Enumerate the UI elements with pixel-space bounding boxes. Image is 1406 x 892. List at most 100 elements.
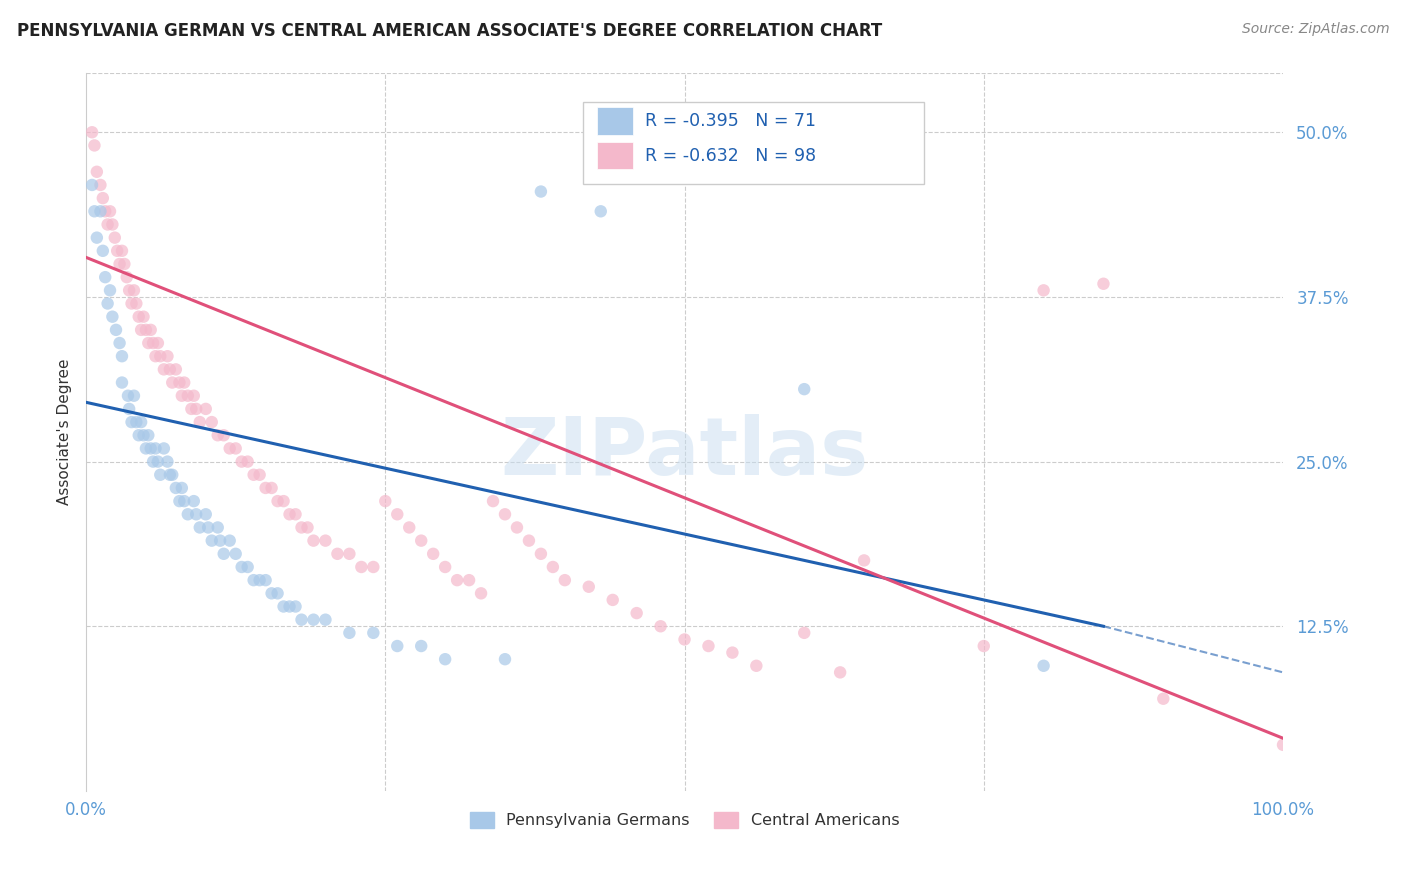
FancyBboxPatch shape [598, 107, 633, 135]
Point [156, 349, 179, 363]
Point [170, 389, 193, 403]
Point [494, 508, 516, 522]
Point [254, 573, 277, 587]
FancyBboxPatch shape [583, 102, 924, 185]
Point [122, 283, 145, 297]
Point [290, 520, 312, 534]
Point [117, 389, 139, 403]
Point [86, 230, 108, 244]
Point [83, 204, 105, 219]
Point [236, 560, 259, 574]
Point [541, 560, 564, 574]
Point [101, 218, 124, 232]
Point [89, 204, 111, 219]
Point [122, 389, 145, 403]
Point [482, 494, 505, 508]
Point [446, 573, 468, 587]
Point [273, 494, 295, 508]
Point [302, 613, 325, 627]
Point [260, 481, 283, 495]
Point [284, 508, 307, 522]
Point [212, 428, 235, 442]
Point [260, 586, 283, 600]
Point [207, 520, 229, 534]
Point [721, 646, 744, 660]
Point [242, 467, 264, 482]
Point [589, 204, 612, 219]
Point [105, 244, 128, 258]
Point [173, 494, 195, 508]
Point [121, 415, 143, 429]
Point [86, 165, 108, 179]
Point [139, 323, 162, 337]
Point [132, 428, 155, 442]
FancyBboxPatch shape [598, 142, 633, 169]
Point [132, 310, 155, 324]
Point [363, 625, 385, 640]
Point [125, 296, 148, 310]
Point [1032, 658, 1054, 673]
Point [156, 454, 179, 468]
Point [363, 560, 385, 574]
Point [201, 415, 224, 429]
Point [650, 619, 672, 633]
Point [302, 533, 325, 548]
Point [139, 442, 162, 456]
Text: Source: ZipAtlas.com: Source: ZipAtlas.com [1241, 22, 1389, 37]
Point [273, 599, 295, 614]
Point [118, 283, 141, 297]
Point [165, 362, 187, 376]
Point [145, 349, 167, 363]
Point [111, 349, 134, 363]
Point [153, 442, 176, 456]
Point [118, 401, 141, 416]
Y-axis label: Associate's Degree: Associate's Degree [58, 359, 72, 505]
Point [434, 560, 457, 574]
Point [101, 310, 124, 324]
Point [339, 625, 361, 640]
Point [97, 296, 120, 310]
Point [339, 547, 361, 561]
Point [254, 481, 277, 495]
Point [470, 586, 492, 600]
Point [314, 533, 336, 548]
Point [853, 553, 876, 567]
Point [387, 508, 409, 522]
Point [697, 639, 720, 653]
Point [207, 428, 229, 442]
Point [225, 442, 247, 456]
Point [197, 520, 219, 534]
Point [186, 508, 208, 522]
Point [129, 415, 152, 429]
Point [494, 652, 516, 666]
Point [170, 481, 193, 495]
Point [793, 625, 815, 640]
Point [94, 270, 117, 285]
Point [173, 376, 195, 390]
Point [135, 323, 157, 337]
Point [231, 454, 253, 468]
Point [422, 547, 444, 561]
Point [91, 244, 114, 258]
Point [554, 573, 576, 587]
Point [231, 560, 253, 574]
Point [278, 508, 301, 522]
Point [266, 586, 288, 600]
Point [830, 665, 852, 680]
Point [434, 652, 457, 666]
Text: R = -0.395   N = 71: R = -0.395 N = 71 [645, 112, 815, 130]
Point [212, 547, 235, 561]
Point [111, 244, 134, 258]
Point [973, 639, 995, 653]
Point [411, 639, 433, 653]
Point [297, 520, 319, 534]
Point [115, 270, 138, 285]
Point [188, 415, 211, 429]
Point [350, 560, 373, 574]
Point [97, 218, 120, 232]
Point [112, 257, 135, 271]
Point [159, 362, 181, 376]
Point [314, 613, 336, 627]
Point [194, 508, 217, 522]
Point [209, 533, 232, 548]
